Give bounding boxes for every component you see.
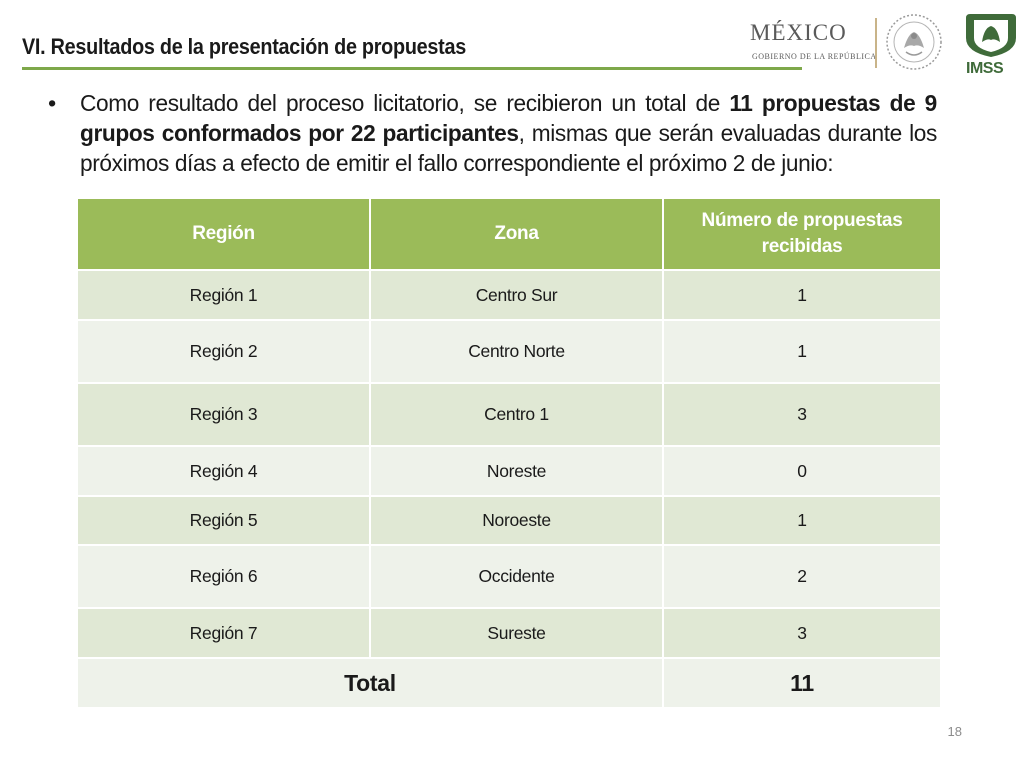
cell-count: 1 <box>662 269 942 321</box>
cell-region: Región 6 <box>76 544 371 609</box>
cell-zona: Sureste <box>369 607 664 659</box>
cell-zona: Centro 1 <box>369 382 664 447</box>
gov-logo-word: MÉXICO <box>750 20 847 45</box>
total-value: 11 <box>662 657 942 709</box>
logo-divider <box>875 18 877 68</box>
cell-region: Región 4 <box>76 445 371 497</box>
table-row: Región 1 Centro Sur 1 <box>76 269 942 321</box>
cell-region: Región 5 <box>76 495 371 546</box>
national-seal-icon <box>886 14 942 70</box>
cell-region: Región 3 <box>76 382 371 447</box>
cell-count: 1 <box>662 319 942 384</box>
table-row: Región 2 Centro Norte 1 <box>76 319 942 384</box>
intro-text-bold: 11 propuestas de 9 grupos conformados po… <box>80 90 937 146</box>
intro-text-part1: Como resultado del proceso licitatorio, … <box>80 90 730 116</box>
cell-region: Región 7 <box>76 607 371 659</box>
gobierno-mexico-logo: MÉXICO GOBIERNO DE LA REPÚBLICA <box>750 20 876 66</box>
cell-count: 0 <box>662 445 942 497</box>
table-header-row: Región Zona Número de propuestas recibid… <box>76 197 942 271</box>
column-header-region: Región <box>76 197 371 271</box>
imss-logo-word: IMSS <box>966 60 1004 77</box>
cell-count: 3 <box>662 382 942 447</box>
column-header-propuestas: Número de propuestas recibidas <box>662 197 942 271</box>
title-underline <box>22 67 802 70</box>
bullet-icon: • <box>48 90 56 116</box>
total-label: Total <box>76 657 664 709</box>
cell-zona: Noreste <box>369 445 664 497</box>
table-row: Región 6 Occidente 2 <box>76 544 942 609</box>
cell-region: Región 1 <box>76 269 371 321</box>
page-number: 18 <box>947 724 962 739</box>
intro-bullet: • Como resultado del proceso licitatorio… <box>48 88 968 178</box>
table-row: Región 3 Centro 1 3 <box>76 382 942 447</box>
cell-count: 1 <box>662 495 942 546</box>
imss-logo: IMSS <box>962 12 1020 78</box>
cell-zona: Noroeste <box>369 495 664 546</box>
imss-emblem-icon <box>966 14 1016 57</box>
table-row: Región 5 Noroeste 1 <box>76 495 942 546</box>
table-total-row: Total 11 <box>76 657 942 709</box>
slide-title: VI. Resultados de la presentación de pro… <box>22 34 466 59</box>
cell-region: Región 2 <box>76 319 371 384</box>
table-row: Región 4 Noreste 0 <box>76 445 942 497</box>
cell-zona: Occidente <box>369 544 664 609</box>
intro-text-part2: , mismas que serán evaluadas durante los… <box>80 120 937 176</box>
table-row: Región 7 Sureste 3 <box>76 607 942 659</box>
column-header-zona: Zona <box>369 197 664 271</box>
cell-zona: Centro Sur <box>369 269 664 321</box>
gov-logo-subtext: GOBIERNO DE LA REPÚBLICA <box>752 52 877 61</box>
intro-paragraph: Como resultado del proceso licitatorio, … <box>80 88 937 178</box>
proposals-table: Región Zona Número de propuestas recibid… <box>76 197 942 709</box>
cell-count: 2 <box>662 544 942 609</box>
cell-zona: Centro Norte <box>369 319 664 384</box>
cell-count: 3 <box>662 607 942 659</box>
